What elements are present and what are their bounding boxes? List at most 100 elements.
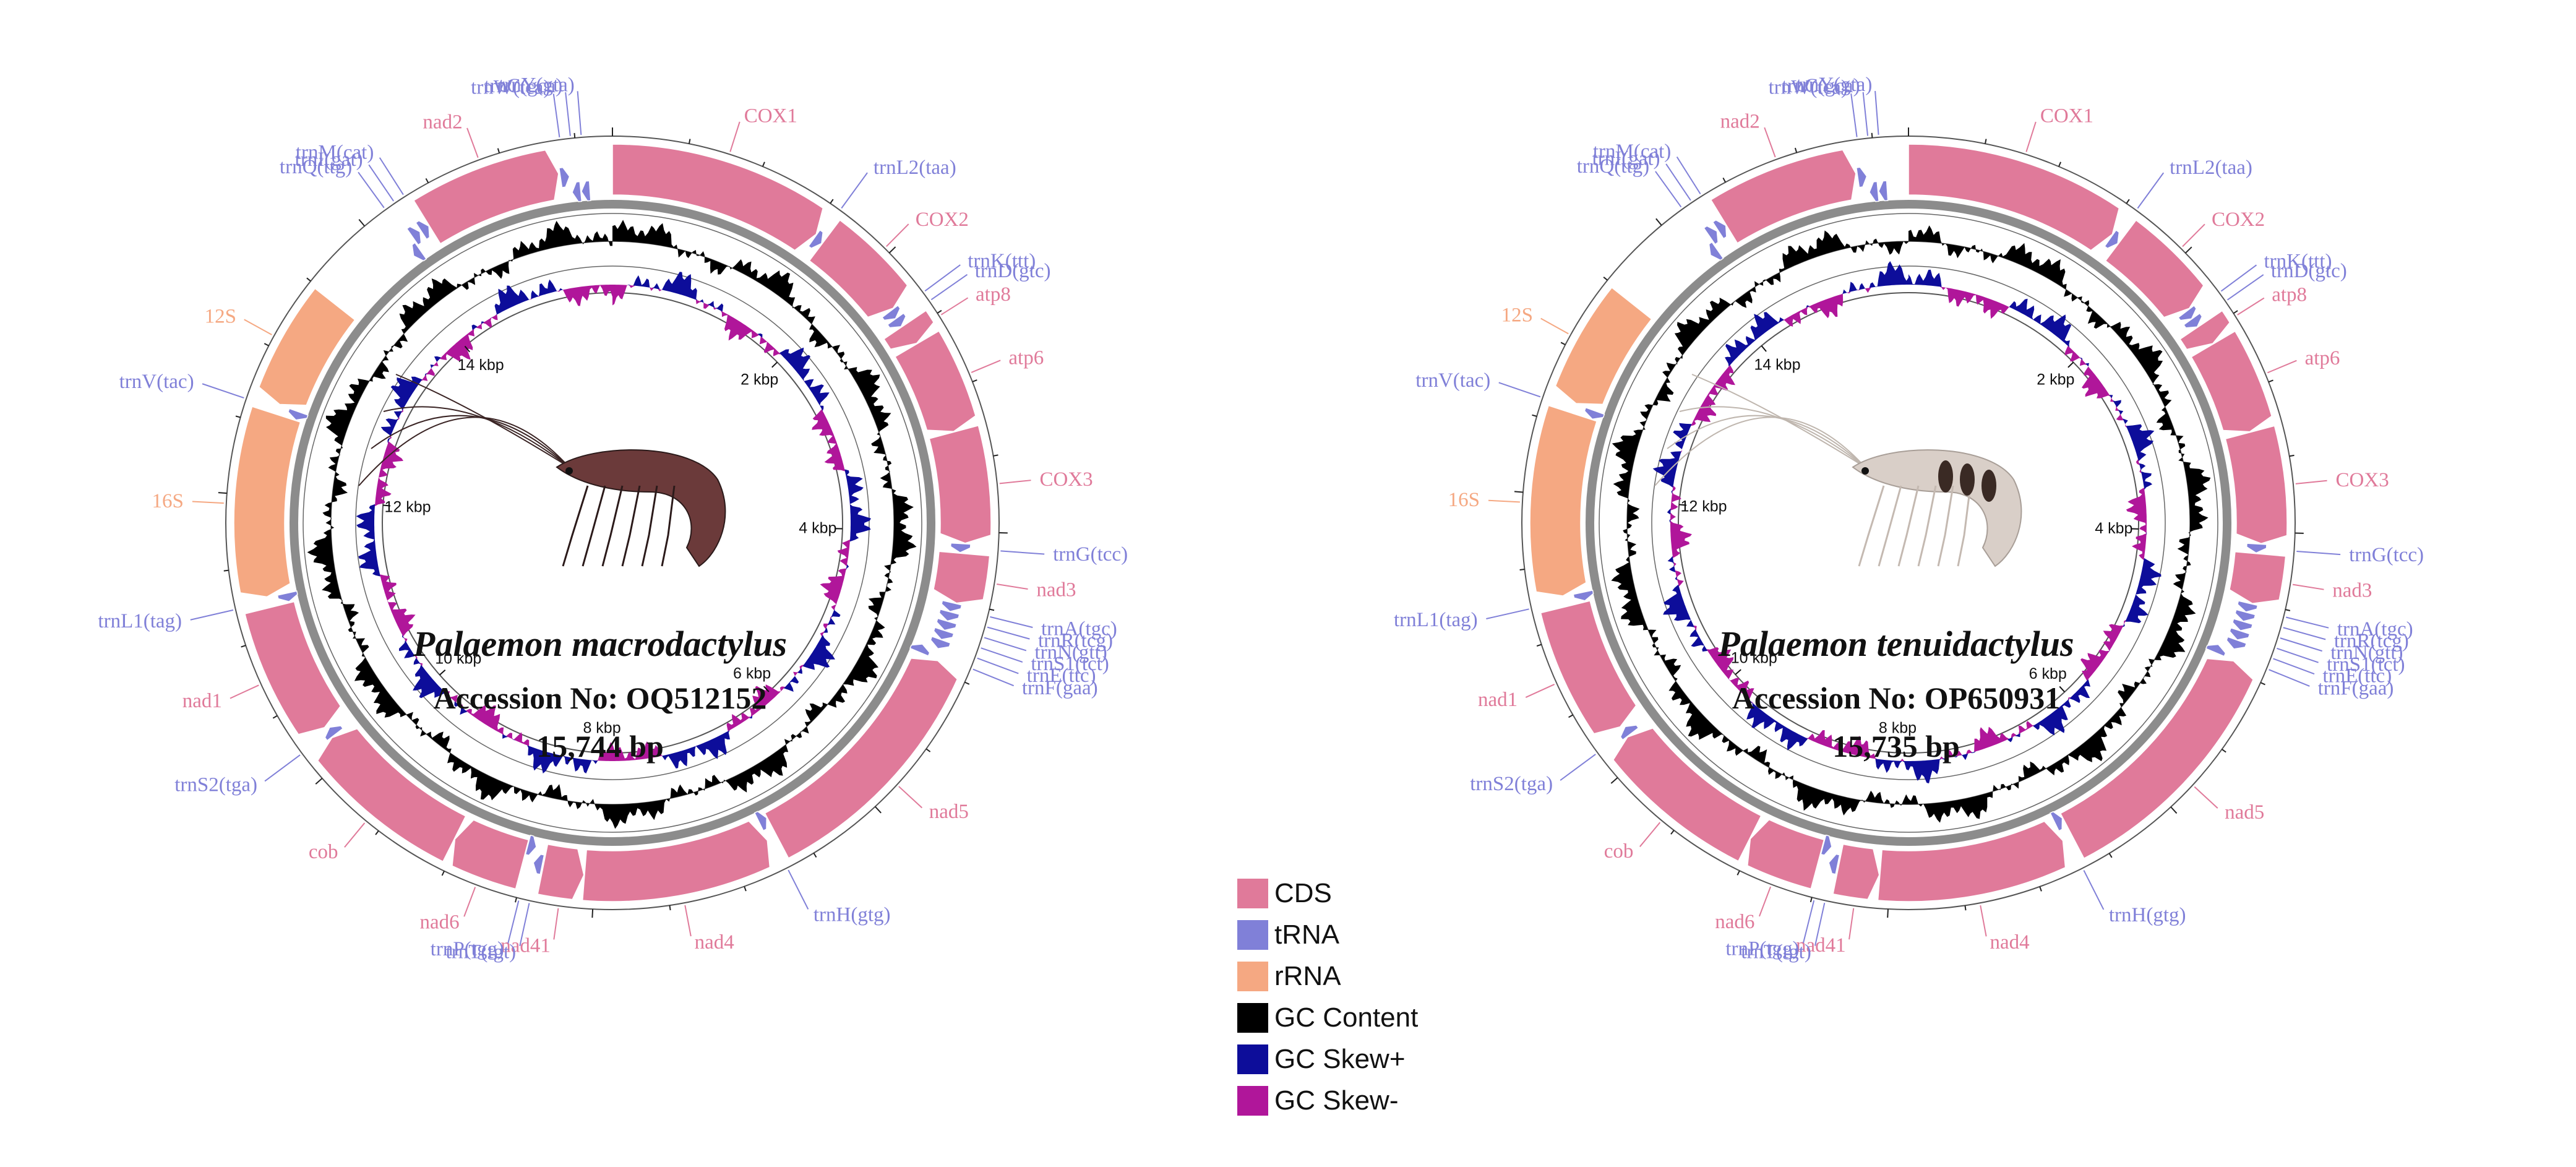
outer-tick xyxy=(888,246,896,254)
outer-tick xyxy=(573,132,576,139)
label-leader xyxy=(1639,822,1661,847)
gene-label: trnK(ttt) xyxy=(2264,250,2332,272)
outer-tick xyxy=(2222,749,2226,753)
gene-trnn-gtt- xyxy=(936,618,958,631)
kbp-tick-label: 10 kbp xyxy=(435,650,481,667)
label-leader xyxy=(344,822,366,848)
label-leader xyxy=(972,668,1014,687)
label-leader xyxy=(1850,93,1858,137)
gene-label: trnV(tac) xyxy=(119,371,194,393)
kbp-tick xyxy=(2067,361,2074,368)
gene-label: trnF(gaa) xyxy=(2318,678,2394,700)
legend-label: CDS xyxy=(1274,878,1332,908)
outer-tick xyxy=(2170,806,2178,814)
gene-atp8 xyxy=(883,309,935,350)
label-leader xyxy=(999,480,1031,484)
gene-label: nad1 xyxy=(1478,689,1518,711)
shrimp-photo-dark xyxy=(358,374,726,567)
gene-cox2 xyxy=(809,219,908,318)
gene-cox1 xyxy=(1908,144,2120,251)
backbone-ring xyxy=(1586,200,2231,846)
gene-label: trnM(cat) xyxy=(296,141,374,163)
outer-tick xyxy=(1519,569,1525,571)
label-leader xyxy=(841,172,868,209)
shrimp-band xyxy=(1960,463,1975,496)
shrimp-leg xyxy=(601,485,624,567)
gene-nad4l xyxy=(1832,843,1880,900)
gene-label: 12S xyxy=(1501,304,1533,327)
antenna xyxy=(1654,416,1866,486)
label-leader xyxy=(1560,754,1596,781)
gene-trny-gta- xyxy=(580,180,591,202)
gene-label: COX3 xyxy=(1039,468,1093,491)
gene-label: trnS1(tct) xyxy=(2327,653,2405,676)
gene-trng-tcc- xyxy=(950,542,971,553)
label-leader xyxy=(1525,684,1555,698)
label-leader xyxy=(552,93,560,137)
gene-trng-tcc- xyxy=(2246,543,2267,554)
label-leader xyxy=(1848,908,1855,940)
gene-label: atp6 xyxy=(1008,347,1044,369)
gene-label: nad4 xyxy=(1990,931,2030,954)
mitogenome-map-right: 2 kbp 4 kbp 6 kbp 8 kbp 10 kbp 12 kbp 14 kbp tr… xyxy=(1394,74,2424,963)
gene-trns2-tga- xyxy=(324,725,344,741)
backbone-ring xyxy=(290,200,935,846)
gene-label: nad5 xyxy=(929,801,969,823)
kbp-tick-label: 12 kbp xyxy=(384,499,431,516)
gene-nad6 xyxy=(1746,819,1825,890)
gene-atp6 xyxy=(894,330,976,432)
label-leader xyxy=(924,264,961,292)
shrimp-leg xyxy=(1897,485,1920,567)
shrimp-leg xyxy=(562,485,589,567)
legend-swatch-rrna xyxy=(1237,962,1268,991)
gene-trnl2-taa- xyxy=(807,229,824,249)
gene-label: 12S xyxy=(205,306,236,328)
gene-label: COX1 xyxy=(2040,105,2093,127)
label-leader xyxy=(1764,127,1776,158)
kbp-tick xyxy=(1679,504,1687,506)
legend-label: GC Skew- xyxy=(1274,1085,1398,1116)
gene-trna-tgc- xyxy=(941,600,963,613)
outer-tick xyxy=(1984,139,1987,144)
gene-trnk-ttt- xyxy=(2178,304,2197,321)
shrimp-photo-translucent xyxy=(1654,374,2022,567)
outer-tick xyxy=(1568,714,1573,718)
outer-tick xyxy=(669,905,671,911)
kbp-tick xyxy=(1761,345,1767,352)
label-leader xyxy=(463,887,476,917)
gene-trnc-gca- xyxy=(572,181,583,202)
gene-trnt-tgt- xyxy=(1828,853,1840,875)
outer-tick xyxy=(2285,609,2291,611)
outer-tick xyxy=(497,148,500,153)
outer-tick xyxy=(2039,886,2042,892)
gene-trnk-ttt- xyxy=(881,304,901,321)
gene-nad5 xyxy=(2059,658,2254,859)
gene-label: trnT(tgt) xyxy=(446,941,517,963)
label-leader xyxy=(1000,550,1045,555)
gene-label: nad2 xyxy=(1720,111,1760,133)
kbp-tick-label: 14 kbp xyxy=(458,356,504,374)
species-name: Palaemon macrodactylus xyxy=(413,624,787,664)
gene-label: COX1 xyxy=(744,105,797,127)
outer-tick xyxy=(874,806,882,814)
kbp-tick-label: 6 kbp xyxy=(733,665,771,683)
antenna xyxy=(358,416,570,486)
label-leader xyxy=(379,157,404,196)
kbp-tick-label: 4 kbp xyxy=(799,519,836,536)
gene-label: nad6 xyxy=(420,911,460,934)
gene-trnc-gca- xyxy=(1868,181,1879,202)
shrimp-band xyxy=(1981,470,1996,502)
outer-tick xyxy=(1794,147,1798,153)
gene-label: trnS1(tct) xyxy=(1031,653,1109,675)
kbp-tick-label: 4 kbp xyxy=(2095,520,2132,537)
skew-track xyxy=(355,265,870,780)
gene-label: COX2 xyxy=(2212,209,2265,231)
outer-tick xyxy=(1514,491,1524,493)
gene-trnm-cat- xyxy=(414,220,431,240)
gene-label: trnF(gaa) xyxy=(1022,677,1098,699)
gene-label: nad6 xyxy=(1715,911,1754,933)
gene-label: trnW(tca) xyxy=(1769,76,1848,98)
gene-trnq-ttg- xyxy=(411,242,427,262)
gene-16s xyxy=(233,406,301,598)
kbp-tick-label: 10 kbp xyxy=(1731,650,1777,667)
